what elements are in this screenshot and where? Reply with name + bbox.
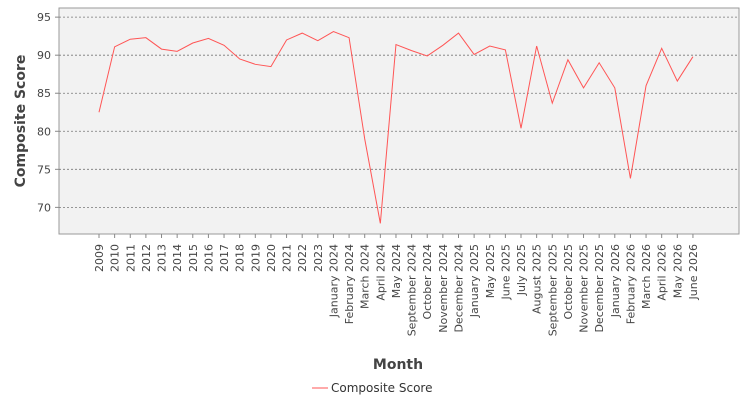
x-tick-label: June 2025 (499, 244, 512, 300)
x-tick-label: 2021 (281, 244, 294, 272)
legend-label: Composite Score (331, 381, 432, 395)
legend: Composite Score (312, 381, 432, 395)
x-tick-label: March 2024 (359, 244, 372, 309)
x-tick-label: 2016 (202, 244, 215, 272)
x-tick-label: 2014 (171, 244, 184, 272)
x-tick-label: September 2025 (546, 244, 559, 336)
x-tick-label: March 2026 (640, 244, 653, 309)
plot-area (58, 7, 740, 235)
x-tick-label: 2019 (249, 244, 262, 272)
x-tick-label: 2015 (187, 244, 200, 272)
x-tick-label: 2020 (265, 244, 278, 272)
x-tick-label: January 2025 (468, 244, 481, 318)
x-tick-label: December 2024 (452, 244, 465, 333)
y-tick-label: 95 (37, 11, 51, 24)
y-tick-label: 85 (37, 87, 51, 100)
x-tick-label: June 2026 (687, 244, 700, 300)
x-tick-label: April 2026 (656, 244, 669, 301)
x-tick-label: 2010 (109, 244, 122, 272)
x-tick-label: July 2025 (515, 244, 528, 296)
x-tick-label: October 2024 (421, 244, 434, 320)
x-tick-label: February 2026 (624, 244, 637, 324)
x-tick-label: 2023 (312, 244, 325, 272)
x-tick-label: November 2025 (578, 244, 591, 333)
series-lines (98, 31, 694, 224)
x-tick-label: October 2025 (562, 244, 575, 320)
x-tick-label: August 2025 (531, 244, 544, 314)
x-tick-label: 2017 (218, 244, 231, 272)
x-tick-label: November 2024 (437, 244, 450, 333)
series-line (98, 31, 694, 224)
x-tick-label: May 2025 (484, 244, 497, 298)
y-tick-label: 90 (37, 49, 51, 62)
gridlines (59, 16, 739, 208)
x-tick-label: May 2026 (671, 244, 684, 298)
x-axis-title: Month (373, 357, 423, 373)
x-tick-label: May 2024 (390, 244, 403, 298)
x-tick-label: September 2024 (406, 244, 419, 336)
y-tick-label: 80 (37, 125, 51, 138)
y-tick-label: 70 (37, 201, 51, 214)
x-tick-label: January 2026 (609, 244, 622, 318)
x-axis-ticks: 2009 2010 2011 2012 2013 2014 2015 2016 2017 2018… (93, 234, 700, 336)
x-tick-label: 2009 (93, 244, 106, 272)
y-axis-title: Composite Score (13, 55, 29, 188)
x-tick-label: 2011 (124, 244, 137, 272)
y-tick-label: 75 (37, 163, 51, 176)
x-tick-label: 2022 (296, 244, 309, 272)
x-tick-label: 2012 (140, 244, 153, 272)
y-axis-ticks: 70 75 80 85 90 95 (37, 11, 59, 214)
x-tick-label: February 2024 (343, 244, 356, 324)
x-tick-label: January 2024 (327, 244, 340, 318)
x-tick-label: December 2025 (593, 244, 606, 333)
x-tick-label: 2013 (156, 244, 169, 272)
x-tick-label: 2018 (234, 244, 247, 272)
x-tick-label: April 2024 (374, 244, 387, 301)
